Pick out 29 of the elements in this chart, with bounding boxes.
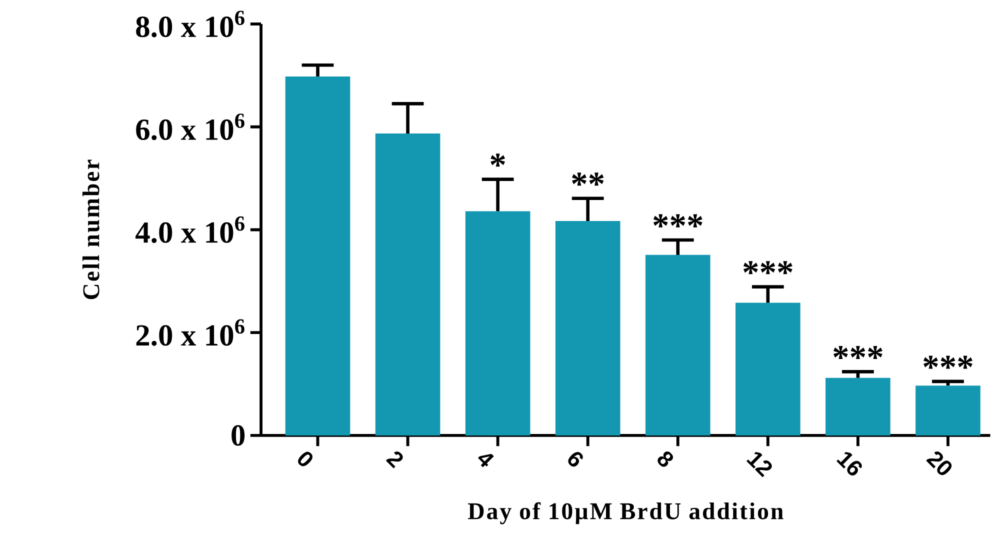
bar	[735, 302, 800, 436]
annotation: ***	[743, 261, 792, 274]
x-tick-label: 6	[568, 452, 583, 467]
annotation: *	[490, 154, 506, 167]
annotation: ***	[833, 346, 882, 359]
x-tick-label: 20	[926, 452, 952, 476]
annotation: ***	[924, 356, 972, 369]
bar	[916, 386, 980, 436]
x-tick-label: 4	[478, 454, 494, 468]
y-tick-label: 4.0 x 10$^{6}$	[135, 216, 244, 244]
bar	[555, 220, 620, 436]
y-tick-label: 2.0 x 10$^{6}$	[136, 319, 244, 346]
bar	[285, 76, 350, 436]
bar	[826, 378, 890, 436]
x-tick-label: 12	[746, 452, 772, 478]
x-axis-title: Day of 10µM BrdU addition	[468, 502, 784, 524]
y-tick-label: 0	[232, 425, 245, 446]
y-axis-title: Cell number	[82, 160, 100, 300]
y-tick-label: 8.0 x 10$^{6}$	[136, 10, 244, 38]
x-tick-label: 2	[386, 452, 403, 468]
bar	[645, 254, 710, 436]
bar	[465, 211, 530, 436]
x-tick-label: 8	[658, 451, 674, 467]
y-tick-label: 6.0 x 10$^{6}$	[136, 114, 244, 140]
annotation: **	[572, 172, 604, 186]
bar	[375, 134, 440, 436]
x-tick-label: 16	[836, 452, 862, 476]
x-tick-label: 0	[298, 452, 312, 466]
annotation: ***	[653, 214, 702, 228]
